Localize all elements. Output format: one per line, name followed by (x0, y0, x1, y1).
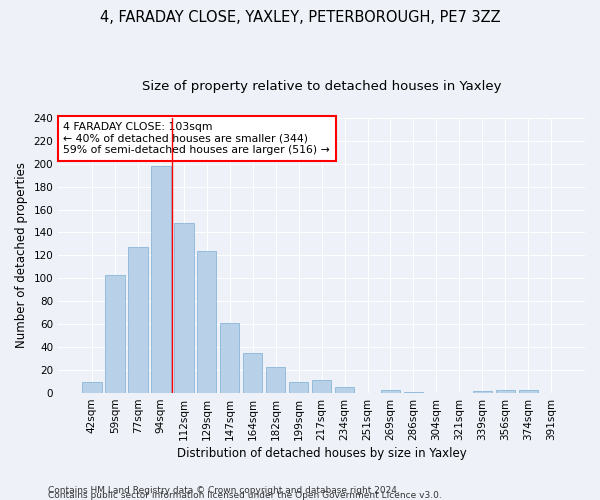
Bar (82, 382, 101, 393)
Text: 4, FARADAY CLOSE, YAXLEY, PETERBOROUGH, PE7 3ZZ: 4, FARADAY CLOSE, YAXLEY, PETERBOROUGH, … (100, 10, 500, 25)
Bar (312, 380, 331, 393)
Text: Contains public sector information licensed under the Open Government Licence v3: Contains public sector information licen… (48, 490, 442, 500)
Bar (220, 323, 239, 393)
Bar (174, 224, 194, 393)
Y-axis label: Number of detached properties: Number of detached properties (15, 162, 28, 348)
Bar (473, 391, 492, 393)
Bar (266, 366, 286, 393)
Bar (105, 275, 125, 393)
Bar (197, 251, 217, 393)
Bar (381, 390, 400, 393)
Title: Size of property relative to detached houses in Yaxley: Size of property relative to detached ho… (142, 80, 502, 93)
Bar (128, 248, 148, 393)
Bar (289, 382, 308, 393)
Bar (404, 392, 423, 393)
Bar (496, 390, 515, 393)
Text: 4 FARADAY CLOSE: 103sqm
← 40% of detached houses are smaller (344)
59% of semi-d: 4 FARADAY CLOSE: 103sqm ← 40% of detache… (64, 122, 330, 155)
X-axis label: Distribution of detached houses by size in Yaxley: Distribution of detached houses by size … (177, 447, 466, 460)
Bar (335, 388, 355, 393)
Bar (243, 353, 262, 393)
Bar (518, 390, 538, 393)
Bar (151, 166, 170, 393)
Text: Contains HM Land Registry data © Crown copyright and database right 2024.: Contains HM Land Registry data © Crown c… (48, 486, 400, 495)
